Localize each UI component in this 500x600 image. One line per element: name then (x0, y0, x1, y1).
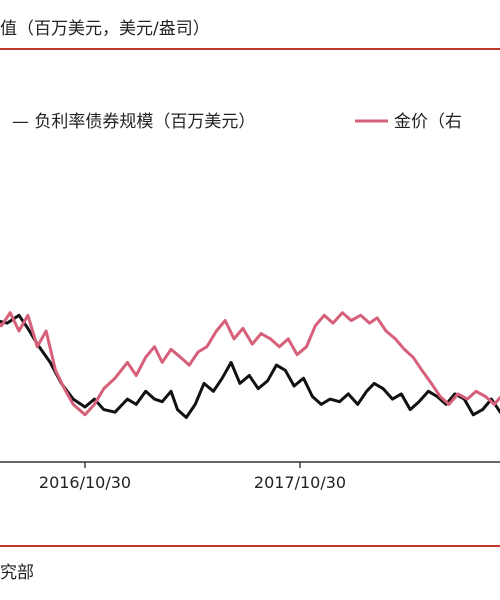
x-tick-label: 2016/10/30 (39, 473, 131, 492)
title-divider (0, 48, 500, 50)
legend: — 负利率债券规模（百万美元） 金价（右 (12, 112, 462, 132)
series-line-bond-volume (0, 313, 500, 419)
line-chart: — 负利率债券规模（百万美元） 金价（右 2016/10/30 2017/10/3… (0, 112, 500, 492)
footer-divider (0, 545, 500, 547)
x-tick-label: 2017/10/30 (254, 473, 346, 492)
series-line-gold-price (0, 311, 500, 417)
series-layer (0, 311, 500, 419)
legend-label-gold: 金价（右 (394, 112, 462, 132)
source-note: 究部 (0, 563, 34, 583)
chart-title: 值（百万美元，美元/盎司） (0, 19, 210, 39)
legend-label-bond-volume: — 负利率债券规模（百万美元） (12, 112, 255, 132)
